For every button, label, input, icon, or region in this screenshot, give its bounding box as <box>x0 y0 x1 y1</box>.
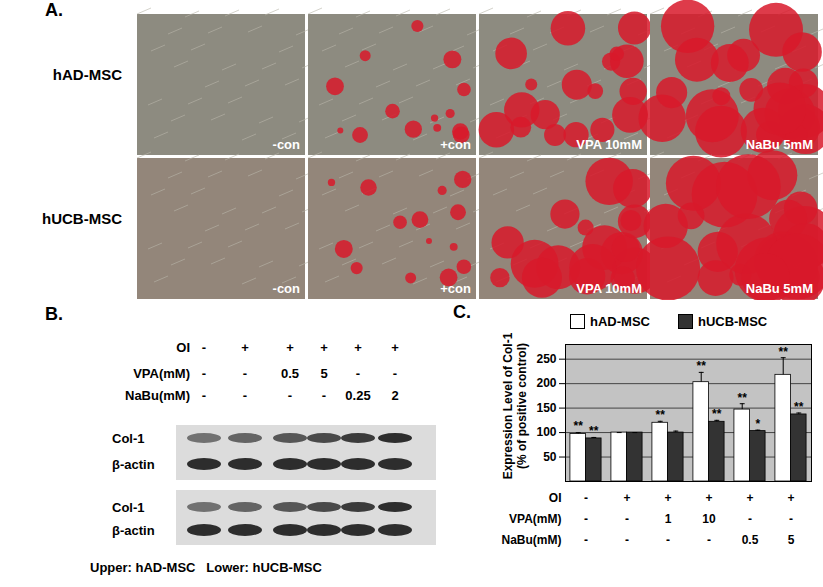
svg-text:-: - <box>322 388 326 403</box>
svg-text:-con: -con <box>273 137 301 152</box>
svg-text:OI: OI <box>176 340 190 355</box>
svg-text:-: - <box>393 366 397 381</box>
svg-text:+: + <box>286 340 294 355</box>
svg-text:+: + <box>623 491 630 505</box>
svg-text:-: - <box>748 512 752 526</box>
svg-text:-: - <box>666 533 670 547</box>
html-text:C.: C. <box>453 302 471 322</box>
svg-text:+: + <box>391 340 399 355</box>
svg-text:**: ** <box>589 424 599 438</box>
svg-text:-: - <box>625 533 629 547</box>
svg-text:-: - <box>356 366 360 381</box>
svg-text:hUCB-MSC: hUCB-MSC <box>42 210 122 227</box>
svg-text:10: 10 <box>702 512 716 526</box>
svg-text:+: + <box>354 340 362 355</box>
svg-text:-: - <box>584 533 588 547</box>
svg-text:0.25: 0.25 <box>345 388 370 403</box>
svg-text:+: + <box>241 340 249 355</box>
svg-text:B.: B. <box>45 304 63 324</box>
svg-text:VPA 10mM: VPA 10mM <box>576 281 642 296</box>
svg-text:Upper: hAD-MSC Lower: hUCB-M: Upper: hAD-MSC Lower: hUCB-MSC <box>90 560 322 575</box>
svg-text:VPA(mM): VPA(mM) <box>509 512 561 526</box>
svg-text:NaBu(mM): NaBu(mM) <box>125 388 190 403</box>
svg-text:*: * <box>755 417 760 431</box>
svg-text:VPA 10mM: VPA 10mM <box>576 137 642 152</box>
svg-text:NaBu 5mM: NaBu 5mM <box>746 281 813 296</box>
svg-text:NaBu 5mM: NaBu 5mM <box>746 137 813 152</box>
svg-text:VPA(mM): VPA(mM) <box>133 366 190 381</box>
svg-text:-con: -con <box>273 281 301 296</box>
svg-text:-: - <box>202 388 206 403</box>
html-text:A.: A. <box>45 0 63 20</box>
svg-text:+: + <box>746 491 753 505</box>
svg-text:**: ** <box>738 391 748 405</box>
svg-text:β-actin: β-actin <box>112 523 155 538</box>
svg-text:**: ** <box>697 359 707 373</box>
svg-text:+: + <box>664 491 671 505</box>
svg-text:2: 2 <box>391 388 398 403</box>
svg-text:hAD-MSC: hAD-MSC <box>53 66 122 83</box>
svg-text:**: ** <box>656 408 666 422</box>
svg-text:-: - <box>789 512 793 526</box>
html-text:hAD-MSC: hAD-MSC <box>590 314 650 329</box>
svg-text:-: - <box>625 512 629 526</box>
html-text:hUCB-MSC: hUCB-MSC <box>697 314 768 329</box>
html-text:(% of positive control): (% of positive control) <box>515 343 529 469</box>
svg-text:5: 5 <box>788 533 795 547</box>
svg-text:NaBu(mM): NaBu(mM) <box>502 533 562 547</box>
svg-text:**: ** <box>712 407 722 421</box>
svg-text:β-actin: β-actin <box>112 457 155 472</box>
svg-text:+con: +con <box>440 281 471 296</box>
svg-text:100: 100 <box>536 425 556 439</box>
svg-text:OI: OI <box>549 491 562 505</box>
svg-text:+: + <box>705 491 712 505</box>
svg-text:150: 150 <box>536 401 556 415</box>
svg-text:-: - <box>584 491 588 505</box>
svg-text:1: 1 <box>665 512 672 526</box>
svg-text:**: ** <box>779 345 789 359</box>
svg-text:Col-1: Col-1 <box>112 500 145 515</box>
svg-text:-: - <box>243 366 247 381</box>
svg-text:-: - <box>288 388 292 403</box>
svg-text:0.5: 0.5 <box>742 533 759 547</box>
svg-text:-: - <box>707 533 711 547</box>
svg-text:50: 50 <box>543 450 557 464</box>
html-text:Expression Level of Col-1: Expression Level of Col-1 <box>501 332 515 480</box>
svg-text:Col-1: Col-1 <box>112 431 145 446</box>
svg-text:200: 200 <box>536 376 556 390</box>
svg-text:+: + <box>320 340 328 355</box>
svg-text:-: - <box>202 366 206 381</box>
svg-text:250: 250 <box>536 352 556 366</box>
svg-text:-: - <box>243 388 247 403</box>
svg-text:**: ** <box>794 400 804 414</box>
svg-text:+: + <box>787 491 794 505</box>
svg-text:5: 5 <box>320 366 327 381</box>
svg-text:-: - <box>584 512 588 526</box>
svg-text:**: ** <box>574 419 584 433</box>
svg-text:0.5: 0.5 <box>281 366 299 381</box>
svg-text:-: - <box>202 340 206 355</box>
svg-text:+con: +con <box>440 137 471 152</box>
